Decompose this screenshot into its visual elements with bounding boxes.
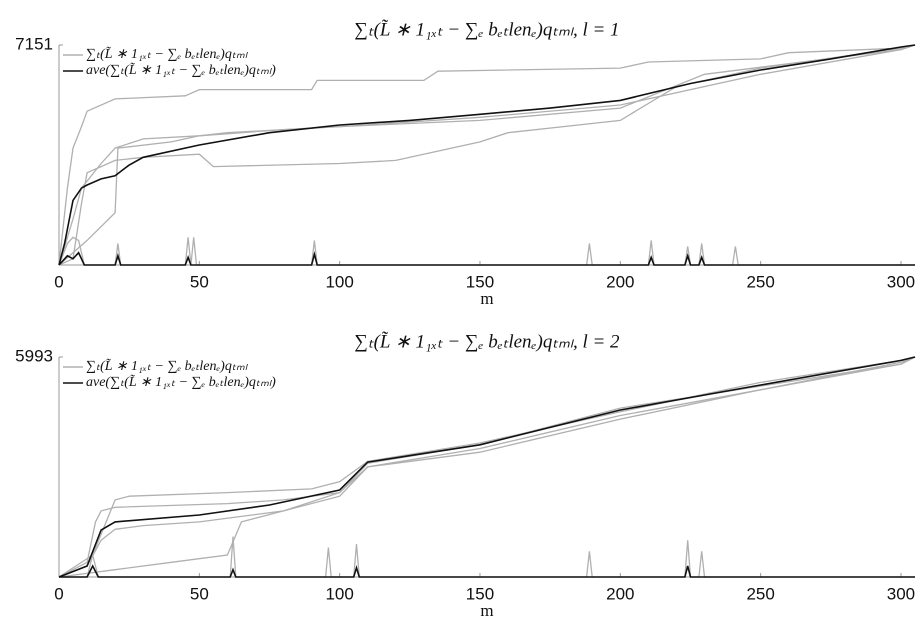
series-line — [58, 44, 916, 266]
x-tick-label: 250 — [746, 584, 774, 603]
legend-label: ave(∑ₜ(L̃ ∗ 1₁ₓₜ − ∑ₑ bₑₜlenₑ)qₜₘₗ) — [86, 62, 276, 78]
x-tick-label: 200 — [606, 584, 634, 603]
x-tick-label: 50 — [190, 272, 209, 291]
x-tick-label: 0 — [54, 272, 63, 291]
y-tick-label: 5993 — [15, 346, 53, 365]
x-tick-label: 250 — [746, 272, 774, 291]
series-line — [58, 356, 916, 578]
x-tick-label: 0 — [54, 584, 63, 603]
series-line — [59, 564, 915, 578]
x-axis-label: m — [480, 289, 493, 308]
series-line — [58, 44, 916, 266]
series-line — [58, 356, 916, 578]
x-tick-label: 300 — [887, 272, 915, 291]
series-line — [58, 356, 916, 578]
series-line — [58, 251, 915, 266]
x-tick-label: 300 — [887, 584, 915, 603]
y-tick-label: 7151 — [15, 34, 53, 53]
chart-title: ∑ₜ(L̃ ∗ 1₁ₓₜ − ∑ₑ bₑₜlenₑ)qₜₘₗ, l = 1 — [354, 19, 619, 40]
legend-label: ave(∑ₜ(L̃ ∗ 1₁ₓₜ − ∑ₑ bₑₜlenₑ)qₜₘₗ) — [86, 374, 276, 390]
x-tick-label: 150 — [466, 272, 494, 291]
legend-label: ∑ₜ(L̃ ∗ 1₁ₓₜ − ∑ₑ bₑₜlenₑ)qₜₘₗ — [86, 358, 249, 374]
x-tick-label: 50 — [190, 584, 209, 603]
legend-label: ∑ₜ(L̃ ∗ 1₁ₓₜ − ∑ₑ bₑₜlenₑ)qₜₘₗ — [86, 46, 249, 62]
chart-title: ∑ₜ(L̃ ∗ 1₁ₓₜ − ∑ₑ bₑₜlenₑ)qₜₘₗ, l = 2 — [354, 331, 620, 352]
x-tick-label: 100 — [325, 584, 353, 603]
x-tick-label: 200 — [606, 272, 634, 291]
series-line — [58, 44, 916, 266]
x-tick-label: 100 — [325, 272, 353, 291]
series-line — [59, 536, 915, 578]
x-axis-label: m — [480, 601, 493, 620]
x-tick-label: 150 — [466, 584, 494, 603]
